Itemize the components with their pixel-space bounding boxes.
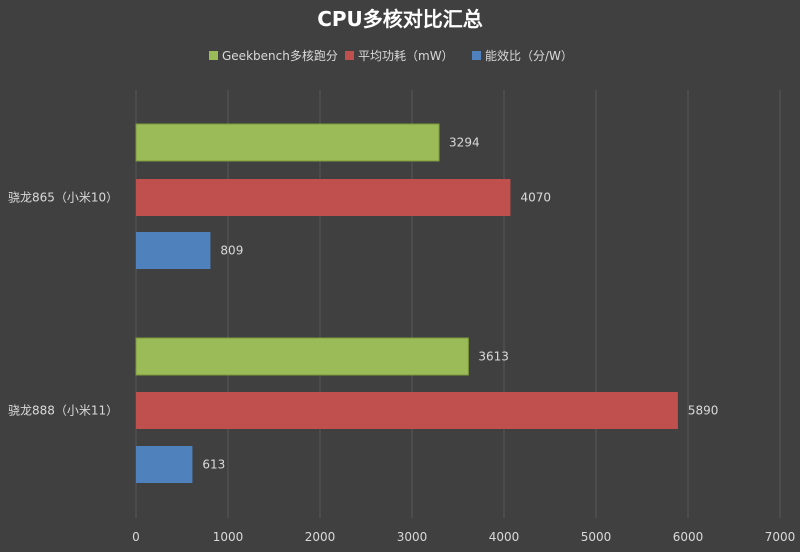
data-label: 5890 xyxy=(688,404,719,418)
labels: 3294 4070 809 骁龙865（小米10） 3613 5890 613 骁龙888（小… xyxy=(8,136,718,472)
legend: Geekbench多核跑分 平均功耗（mW） 能效比（分/W） xyxy=(209,48,573,63)
data-label: 3613 xyxy=(478,350,509,364)
chart-title: CPU多核对比汇总 xyxy=(317,7,483,31)
legend-swatch xyxy=(472,51,481,60)
bar xyxy=(135,337,469,376)
category-label: 骁龙865（小米10） xyxy=(8,191,118,205)
legend-swatch xyxy=(345,51,354,60)
data-label: 3294 xyxy=(449,136,480,150)
x-tick-label: 6000 xyxy=(673,530,704,544)
x-tick-label: 5000 xyxy=(581,530,612,544)
x-tick-label: 4000 xyxy=(489,530,520,544)
legend-label: 平均功耗（mW） xyxy=(358,49,454,63)
legend-swatch xyxy=(209,51,218,60)
bar xyxy=(136,392,678,429)
data-label: 4070 xyxy=(520,191,551,205)
x-tick-label: 1000 xyxy=(213,530,244,544)
legend-label: 能效比（分/W） xyxy=(485,48,573,63)
bar xyxy=(136,446,193,483)
data-label: 613 xyxy=(202,458,225,472)
bar xyxy=(136,232,211,269)
x-tick-label: 2000 xyxy=(305,530,336,544)
legend-label: Geekbench多核跑分 xyxy=(222,49,338,63)
category-label: 骁龙888（小米11） xyxy=(8,404,118,418)
bar xyxy=(136,179,511,216)
x-tick-label: 7000 xyxy=(765,530,796,544)
grid: 0 1000 2000 3000 4000 5000 6000 7000 xyxy=(132,90,795,544)
x-tick-label: 3000 xyxy=(397,530,428,544)
bar xyxy=(135,123,440,162)
data-label: 809 xyxy=(220,244,243,258)
x-tick-label: 0 xyxy=(132,530,140,544)
bars xyxy=(135,123,678,483)
